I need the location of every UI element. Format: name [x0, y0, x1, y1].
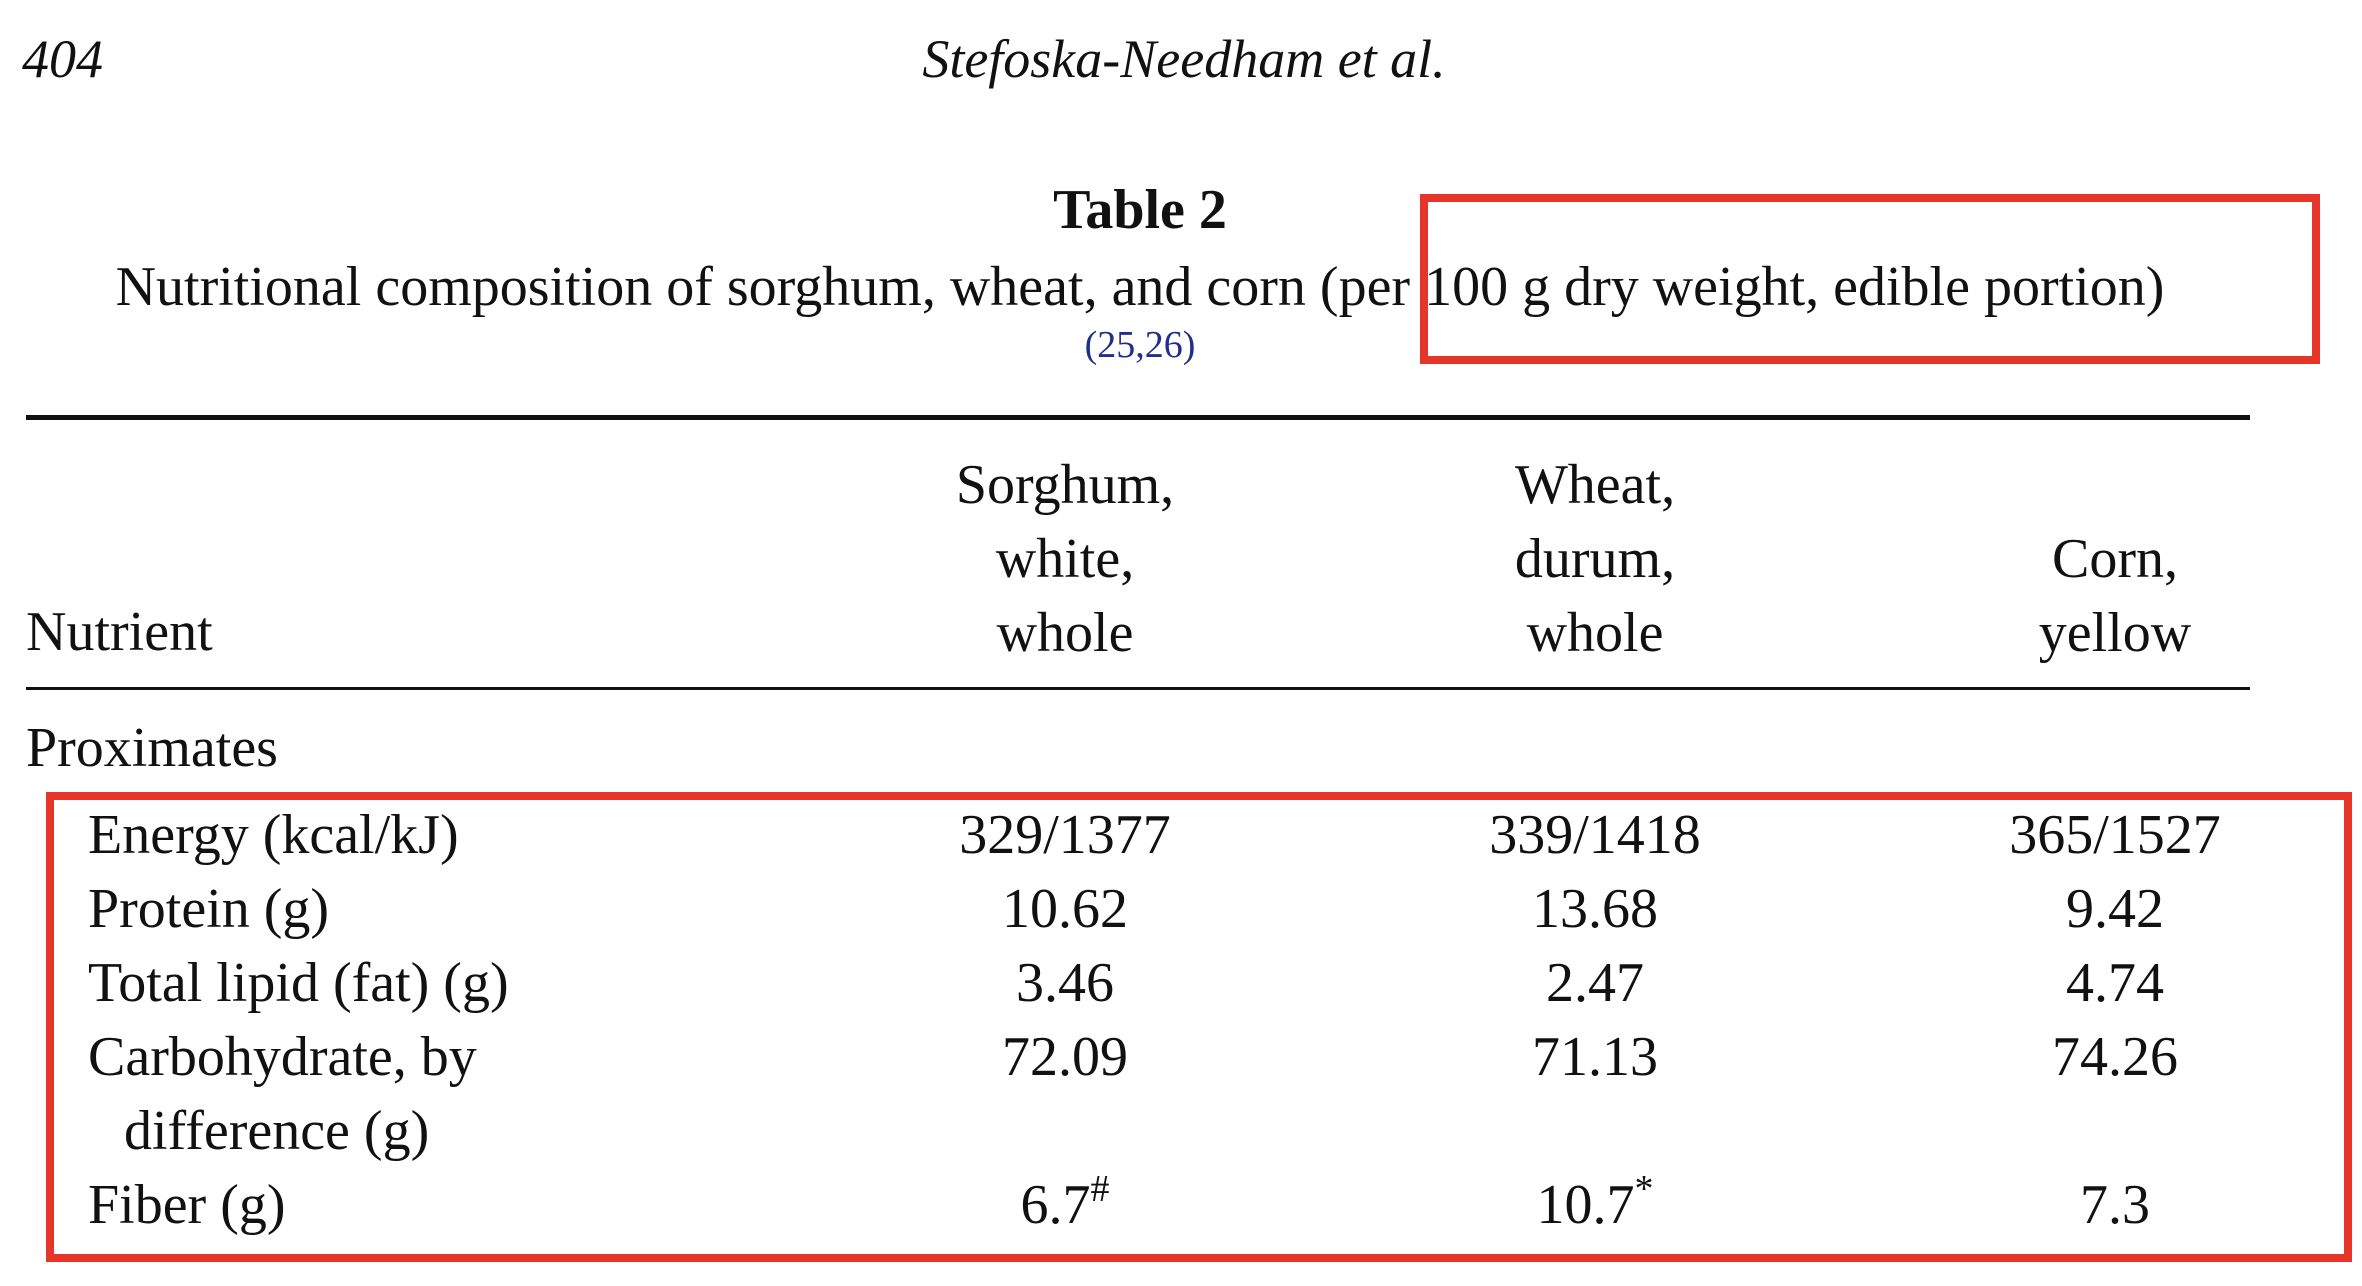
cell-sorghum: 3.46: [1016, 952, 1114, 1014]
cell-sorghum: 6.7#: [880, 1168, 1250, 1242]
header-corn-line: Corn,: [2052, 528, 2178, 590]
table-row: Protein (g) 10.62 13.68 9.42: [0, 872, 2362, 946]
cell-wheat: 2.47: [1546, 952, 1644, 1014]
table-row: Fiber (g) 6.7# 10.7* 7.3: [0, 1168, 2362, 1242]
cell-wheat: 10.7*: [1410, 1168, 1780, 1242]
header-wheat-line: whole: [1526, 602, 1664, 664]
row-nutrient: Protein (g): [88, 878, 330, 940]
header-sorghum-line: whole: [996, 602, 1134, 664]
row-nutrient: Carbohydrate, by: [88, 1026, 477, 1088]
header-wheat-line: Wheat,: [1514, 454, 1676, 516]
header-sorghum-line: white,: [995, 528, 1135, 590]
cell-corn: 9.42: [2066, 878, 2164, 940]
row-nutrient: Fiber (g): [88, 1174, 286, 1236]
section-label: Proximates: [26, 717, 278, 779]
table-row: Energy (kcal/kJ) 329/1377 339/1418 365/1…: [0, 798, 2362, 872]
page-number: 404: [22, 29, 103, 89]
caption-highlight-box: [1420, 194, 2320, 364]
row-nutrient: Total lipid (fat) (g): [88, 952, 509, 1014]
row-nutrient-continuation: difference (g): [124, 1100, 430, 1162]
table-row: Total lipid (fat) (g) 3.46 2.47 4.74: [0, 946, 2362, 1020]
header-sorghum: Sorghum, white, whole: [880, 448, 1250, 670]
running-head-text: Stefoska-Needham et al.: [922, 29, 1446, 89]
cell-corn: 74.26: [2052, 1026, 2178, 1088]
table-title: Table 2: [1053, 179, 1227, 241]
table-header-rule: [26, 687, 2250, 690]
header-wheat-line: durum,: [1514, 528, 1676, 590]
table-caption: Nutritional composition of sorghum, whea…: [80, 250, 2200, 398]
cell-wheat: 13.68: [1532, 878, 1658, 940]
cell-corn: 7.3: [2080, 1174, 2150, 1236]
cell-sorghum: 72.09: [1002, 1026, 1128, 1088]
cell-sorghum: 10.62: [1002, 878, 1128, 940]
header-wheat: Wheat, durum, whole: [1410, 448, 1780, 670]
table-row: Carbohydrate, by difference (g) 72.09 71…: [0, 1020, 2362, 1162]
cell-sorghum: 329/1377: [959, 804, 1171, 866]
table-top-rule: [26, 415, 2250, 420]
cell-value: 6.7: [1020, 1174, 1091, 1236]
header-corn: Corn, yellow: [1930, 522, 2300, 670]
cell-corn: 365/1527: [2009, 804, 2221, 866]
header-corn-line: yellow: [2038, 602, 2192, 664]
cell-corn: 4.74: [2066, 952, 2164, 1014]
header-sorghum-line: Sorghum,: [955, 454, 1175, 516]
rows-highlight-box: [46, 792, 2352, 1262]
header-nutrient: Nutrient: [26, 601, 213, 663]
cell-wheat: 71.13: [1532, 1026, 1658, 1088]
row-nutrient: Energy (kcal/kJ): [88, 804, 459, 866]
caption-citation[interactable]: (25,26): [1084, 324, 1196, 366]
running-head: Stefoska-Needham et al.: [0, 28, 2362, 90]
cell-wheat: 339/1418: [1489, 804, 1701, 866]
caption-text: Nutritional composition of sorghum, whea…: [115, 256, 2165, 318]
footnote-marker: *: [1634, 1168, 1654, 1210]
footnote-marker: #: [1090, 1168, 1110, 1210]
cell-value: 10.7: [1536, 1174, 1635, 1236]
